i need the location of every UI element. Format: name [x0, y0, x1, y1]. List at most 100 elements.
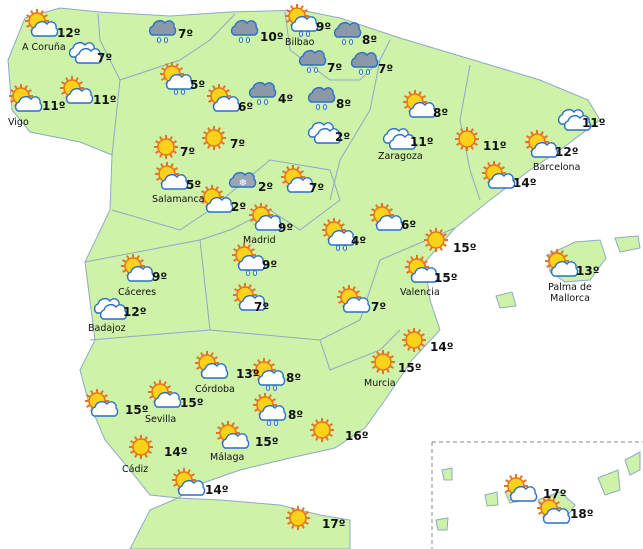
weather-icon	[93, 298, 128, 320]
city-name: Barcelona	[533, 162, 581, 173]
weather-icon	[333, 22, 362, 45]
temperature: 8º	[336, 97, 352, 111]
weather-icon	[233, 283, 267, 311]
temperature: 4º	[351, 234, 367, 248]
temperature: 15º	[255, 435, 279, 449]
weather-icon	[307, 87, 336, 110]
weather-icon	[337, 285, 371, 313]
temperature: 14º	[513, 176, 537, 190]
temperature: 7º	[378, 62, 394, 76]
temperature: 12º	[57, 26, 81, 40]
temperature: 7º	[309, 181, 325, 195]
city-name: Sevilla	[145, 414, 177, 425]
weather-icon	[424, 228, 448, 252]
weather-icon	[482, 161, 516, 189]
weather-icon	[557, 109, 592, 131]
weather-icon	[25, 9, 59, 37]
temperature: 10º	[260, 30, 284, 44]
weather-icon	[403, 90, 437, 118]
temperature: 7º	[327, 61, 343, 75]
weather-icon	[60, 76, 94, 104]
temperature: 2º	[335, 130, 351, 144]
city-name: Valencia	[400, 287, 440, 298]
temperature: 9º	[152, 270, 168, 284]
temperature: 7º	[371, 300, 387, 314]
temperature: 13º	[236, 367, 260, 381]
temperature: 14º	[430, 340, 454, 354]
city-name: A Coruña	[22, 42, 66, 53]
weather-icon	[252, 358, 286, 391]
weather-icon: ❄	[228, 172, 257, 189]
weather-icon	[402, 328, 426, 352]
weather-icon	[155, 162, 189, 190]
weather-icon	[9, 84, 43, 112]
temperature: 15º	[398, 361, 422, 375]
temperature: 12º	[123, 305, 147, 319]
temperature: 2º	[258, 180, 274, 194]
weather-icon	[68, 42, 103, 64]
city-name: Salamanca	[152, 194, 205, 205]
temperature: 5º	[190, 78, 206, 92]
temperature: 5º	[186, 178, 202, 192]
weather-icon	[248, 82, 277, 105]
weather-icon	[253, 393, 287, 426]
city-name: Córdoba	[195, 384, 235, 395]
weather-icon	[405, 255, 439, 283]
weather-icon	[286, 506, 310, 530]
weather-icon	[455, 127, 479, 151]
temperature: 14º	[164, 445, 188, 459]
temperature: 7º	[97, 51, 113, 65]
weather-icon	[121, 254, 155, 282]
region-borders	[84, 11, 481, 371]
temperature: 15º	[453, 241, 477, 255]
svg-text:❄: ❄	[239, 178, 247, 189]
city-name: Vigo	[8, 117, 29, 128]
city-name: Bilbao	[285, 37, 315, 48]
temperature: 15º	[434, 271, 458, 285]
temperature: 17º	[543, 487, 567, 501]
weather-icon	[370, 203, 404, 231]
city-name: Cáceres	[118, 287, 157, 298]
temperature: 17º	[322, 517, 346, 531]
temperature: 11º	[410, 135, 434, 149]
temperature: 2º	[231, 200, 247, 214]
weather-icon	[350, 52, 379, 75]
weather-icons: ❄	[9, 4, 592, 530]
temperature: 9º	[316, 20, 332, 34]
city-name: Madrid	[243, 235, 276, 246]
temperature: 15º	[180, 396, 204, 410]
temperature: 8º	[362, 33, 378, 47]
weather-icon	[281, 165, 315, 193]
temperature: 11º	[483, 139, 507, 153]
weather-icon	[285, 4, 319, 37]
weather-icon	[195, 351, 229, 379]
temperature: 4º	[278, 92, 294, 106]
weather-icon	[154, 135, 178, 159]
city-name: Zaragoza	[378, 151, 423, 162]
temperature: 6º	[401, 218, 417, 232]
temperature: 15º	[125, 403, 149, 417]
temperature: 9º	[262, 258, 278, 272]
temperature: 9º	[278, 221, 294, 235]
temperature: 7º	[180, 145, 196, 159]
weather-icon	[172, 468, 206, 496]
temperature: 11º	[93, 93, 117, 107]
temperature: 16º	[345, 429, 369, 443]
temperature: 12º	[555, 145, 579, 159]
temperature: 8º	[286, 371, 302, 385]
weather-icon	[525, 130, 559, 158]
city-name: Badajoz	[88, 323, 126, 334]
weather-icon	[371, 350, 395, 374]
temperature: 6º	[238, 100, 254, 114]
weather-icon	[200, 185, 234, 213]
temperature: 14º	[205, 483, 229, 497]
weather-icon	[307, 122, 342, 144]
weather-icon	[160, 62, 194, 95]
temperature: 7º	[254, 300, 270, 314]
weather-icon	[148, 380, 182, 408]
city-name: Cádiz	[122, 464, 149, 475]
weather-icon	[232, 243, 266, 276]
temperature: 7º	[230, 137, 246, 151]
